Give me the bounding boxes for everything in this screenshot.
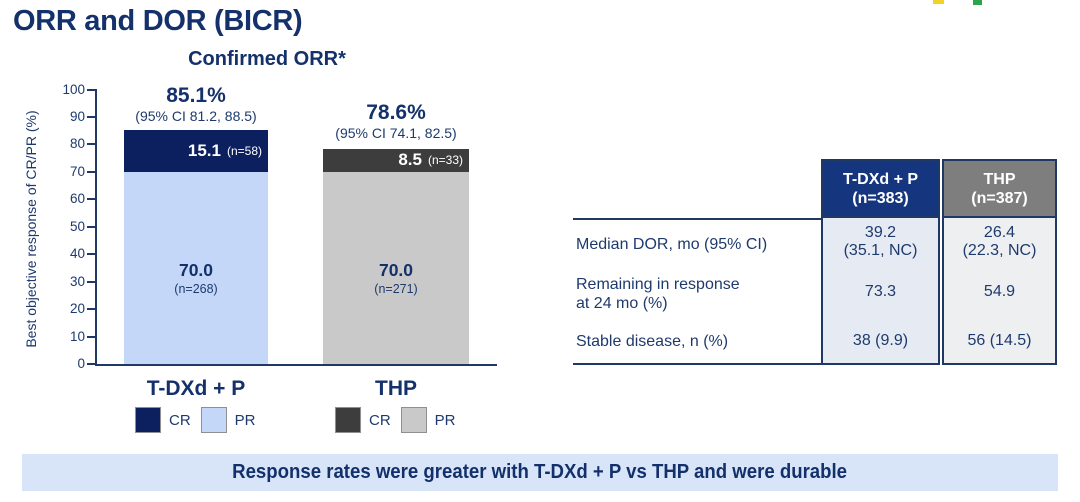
bar-segment-cr-thp: 8.5 (n=33) [323, 148, 469, 172]
logo-fragment-green [973, 0, 982, 5]
y-axis-line [95, 89, 97, 366]
x-axis-line [95, 364, 497, 366]
column-header-thp: THP (n=387) [944, 161, 1055, 218]
y-tick-mark [87, 115, 95, 118]
y-tick-mark [87, 253, 95, 256]
orr-ci-thp: (95% CI 74.1, 82.5) [335, 125, 457, 141]
row-label-stable-disease: Stable disease, n (%) [576, 333, 729, 350]
y-tick-mark [87, 363, 95, 365]
y-tick-mark [87, 280, 95, 283]
cell-median-dor-thp: 26.4 (22.3, NC) [962, 224, 1037, 259]
y-tick-mark [87, 170, 95, 173]
cell-median-dor-tdxd-p: 39.2 (35.1, NC) [843, 224, 918, 259]
legend-swatch-pr [200, 407, 227, 433]
cr-segment-label: 8.5 (n=33) [398, 150, 463, 170]
bar-segment-pr-tdxd-p: 70.0 (n=268) [124, 171, 268, 364]
page-title: ORR and DOR (BICR) [13, 5, 303, 37]
legend-tdxd-p: CR PR [135, 407, 266, 433]
cell-remaining-thp: 54.9 [983, 283, 1016, 300]
logo-fragment-yellow [933, 0, 944, 4]
cell-stable-disease-thp: 56 (14.5) [967, 331, 1032, 349]
cr-segment-label: 15.1 (n=58) [187, 141, 262, 161]
y-tick-mark [87, 88, 95, 91]
orr-total-tdxd-p: 85.1% [166, 84, 226, 107]
cell-remaining-tdxd-p: 73.3 [864, 283, 897, 300]
orr-total-thp: 78.6% [366, 101, 426, 124]
y-tick-label: 0 [77, 356, 85, 371]
conclusion-banner: Response rates were greater with T-DXd +… [22, 454, 1058, 491]
legend-label-pr: PR [234, 411, 256, 429]
y-tick-label: 80 [69, 136, 85, 152]
y-tick-label: 40 [69, 246, 85, 262]
y-tick-mark [87, 143, 95, 146]
y-tick-label: 30 [69, 273, 85, 289]
dor-table-column-thp: THP (n=387) 26.4 (22.3, NC) 54.9 56 (14.… [942, 159, 1057, 365]
y-axis-label: Best objective response of CR/PR (%) [23, 110, 39, 348]
legend-swatch-cr [335, 407, 361, 433]
legend-thp: CR PR [335, 407, 466, 433]
column-header-tdxd-p: T-DXd + P (n=383) [823, 161, 938, 218]
y-tick-mark [87, 198, 95, 201]
orr-ci-tdxd-p: (95% CI 81.2, 88.5) [135, 108, 257, 124]
dor-table-row-labels: Median DOR, mo (95% CI) Remaining in res… [573, 218, 821, 365]
y-tick-label: 50 [69, 218, 85, 234]
conclusion-text: Response rates were greater with T-DXd +… [232, 461, 848, 483]
y-tick-label: 20 [69, 301, 85, 317]
y-tick-mark [87, 308, 95, 311]
y-tick-label: 90 [69, 108, 85, 124]
pr-segment-label: 70.0 (n=268) [174, 259, 218, 296]
legend-label-pr: PR [434, 411, 456, 429]
y-tick-label: 10 [69, 328, 85, 344]
legend-label-cr: CR [369, 411, 391, 429]
row-label-median-dor: Median DOR, mo (95% CI) [576, 235, 768, 253]
cell-stable-disease-tdxd-p: 38 (9.9) [852, 331, 909, 349]
bar-segment-pr-thp: 70.0 (n=271) [323, 171, 469, 364]
x-label-thp: THP [375, 377, 417, 400]
dor-table-column-tdxd-p: T-DXd + P (n=383) 39.2 (35.1, NC) 73.3 3… [821, 159, 940, 365]
y-tick-label: 100 [62, 81, 85, 97]
y-tick-mark [87, 335, 95, 338]
y-tick-label: 70 [69, 163, 85, 179]
chart-title: Confirmed ORR* [188, 48, 346, 70]
y-tick-mark [87, 225, 95, 228]
bar-segment-cr-tdxd-p: 15.1 (n=58) [124, 130, 268, 172]
row-label-remaining-in-response: Remaining in response at 24 mo (%) [576, 276, 740, 312]
legend-label-cr: CR [169, 411, 191, 429]
x-label-tdxd-p: T-DXd + P [146, 377, 246, 400]
y-tick-label: 60 [69, 191, 85, 207]
legend-swatch-cr [135, 407, 161, 433]
pr-segment-label: 70.0 (n=271) [374, 259, 418, 296]
legend-swatch-pr [400, 407, 427, 433]
